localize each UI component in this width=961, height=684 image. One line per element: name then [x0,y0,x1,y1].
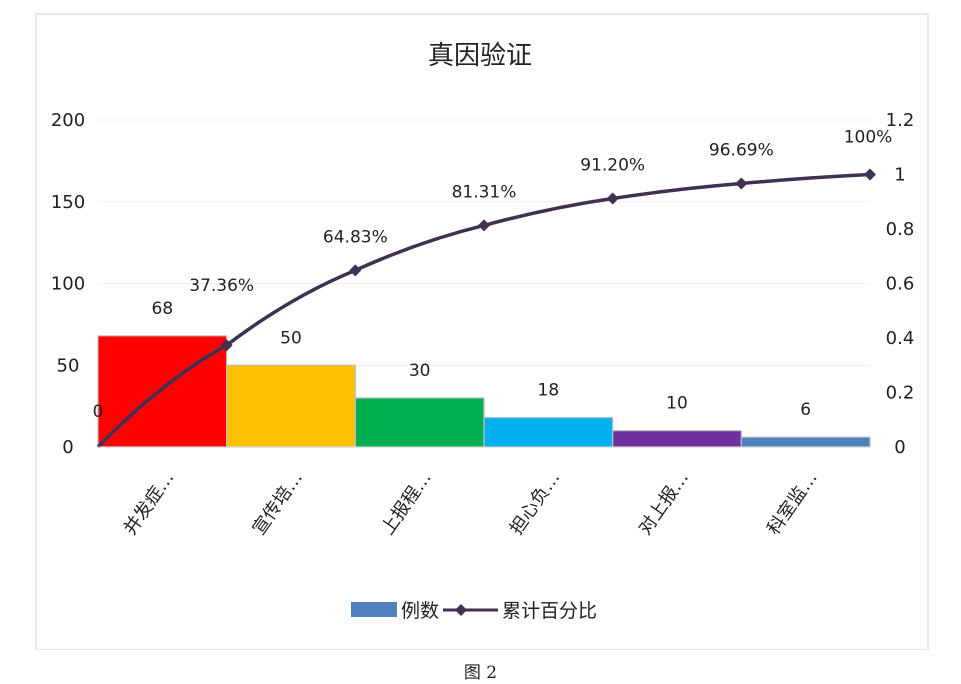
line-value-label: 96.69% [709,141,774,161]
line-marker [349,264,362,277]
chart-title: 真因验证 [428,41,532,71]
legend: 例数 累计百分比 [351,600,597,622]
right-axis-tick-label: 0.6 [886,274,915,295]
right-axis-tick-label: 0.2 [886,383,915,404]
bar-value-label: 68 [152,299,174,319]
legend-label-line: 累计百分比 [502,600,597,622]
line-value-label: 0 [93,402,104,422]
right-axis-tick-label: 1.2 [886,110,915,131]
right-axis-tick-label: 0 [894,437,905,458]
right-axis-tick-label: 0.4 [886,328,915,349]
chart-frame [35,13,929,650]
line-marker [735,177,748,190]
bars [97,335,871,448]
left-axis: 0 50 100 150 200 [51,110,85,458]
bar [226,364,356,448]
line-marker [478,219,490,232]
right-axis-tick-label: 0.8 [886,219,915,240]
figure-caption: 图 2 [463,663,498,683]
bar [354,397,485,448]
line-value-label: 81.31% [452,182,517,202]
line-marker [864,168,876,181]
left-axis-tick-label: 50 [57,355,80,376]
line-value-label: 37.36% [189,276,254,296]
legend-label-bar: 例数 [401,600,439,622]
right-axis: 0 0.2 0.4 0.6 0.8 1 1.2 [886,110,915,458]
bar-value-label: 18 [538,381,560,401]
line-value-label: 64.83% [323,227,388,247]
bar-labels: 68 50 30 18 10 6 [152,299,812,420]
line-labels: 0 37.36% 64.83% 81.31% 91.20% 96.69% 100% [93,128,893,423]
left-axis-tick-label: 100 [51,274,85,295]
bar-value-label: 6 [800,400,811,420]
bar [483,416,614,448]
bar-value-label: 50 [280,328,302,348]
left-axis-tick-label: 150 [51,192,85,213]
left-axis-tick-label: 200 [51,110,85,131]
cumulative-line [96,168,876,449]
bar [612,430,742,448]
bar-value-label: 30 [409,361,431,381]
right-axis-tick-label: 1 [894,165,905,186]
left-axis-tick-label: 0 [62,437,73,458]
bar [97,335,228,448]
line-value-label: 91.20% [580,155,645,175]
legend-swatch-bar [351,602,397,617]
bar-value-label: 10 [666,394,688,414]
line-marker [220,339,233,352]
legend-swatch-marker [455,604,467,616]
bar [740,436,871,448]
line-marker [606,192,619,205]
line-value-label: 100% [844,128,893,148]
